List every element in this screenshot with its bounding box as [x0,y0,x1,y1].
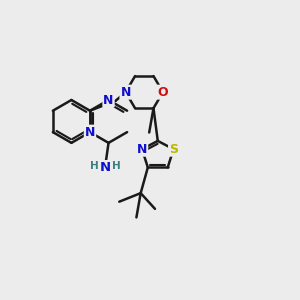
Text: N: N [137,143,147,156]
Text: N: N [100,160,111,174]
Text: S: S [169,143,178,156]
Text: H: H [91,161,99,171]
Text: O: O [158,85,168,99]
Text: H: H [112,161,121,171]
Text: N: N [85,126,95,139]
Text: N: N [103,94,114,106]
Text: N: N [120,85,131,99]
